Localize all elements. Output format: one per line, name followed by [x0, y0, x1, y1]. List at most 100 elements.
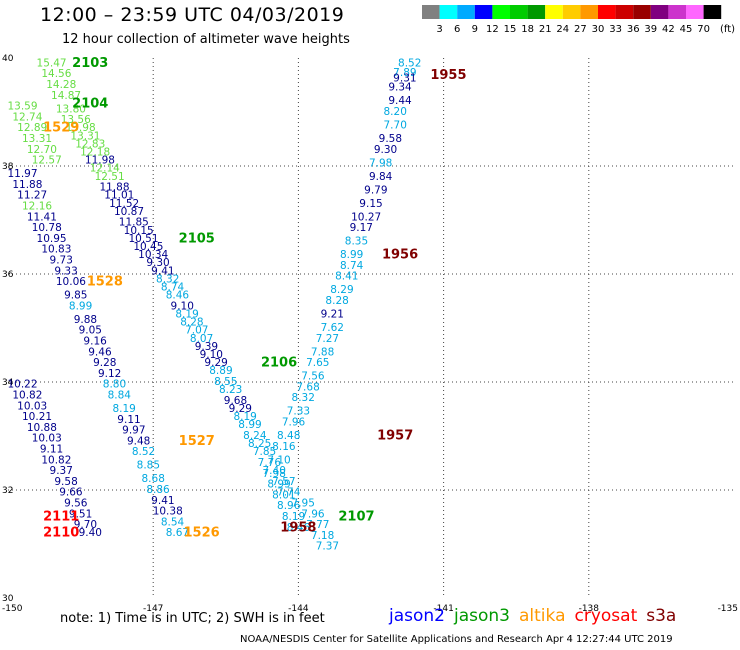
wave-height-label: 8.28	[180, 317, 203, 329]
wave-height-label: 9.66	[59, 487, 83, 499]
wave-height-label: 10.38	[153, 506, 183, 518]
wave-height-label: 10.15	[124, 225, 154, 237]
wave-height-label: 8.01	[272, 489, 295, 501]
x-tick-label: -141	[433, 604, 453, 614]
pass-time-label: 1957	[377, 429, 413, 444]
colorbar-label: 24	[556, 24, 569, 35]
wave-height-label: 9.56	[64, 498, 88, 510]
wave-height-label: 9.79	[364, 184, 387, 196]
colorbar-label: 12	[486, 24, 499, 35]
colorbar-swatch	[650, 5, 669, 19]
pass-time-label: 2107	[338, 510, 374, 525]
wave-height-label: 8.99	[340, 249, 363, 261]
wave-height-label: 9.40	[79, 527, 102, 539]
wave-height-label: 8.52	[132, 446, 155, 458]
wave-height-label: 14.28	[46, 79, 76, 91]
wave-height-label: 10.82	[12, 390, 42, 402]
wave-height-label: 8.32	[156, 273, 179, 285]
colorbar-swatch	[598, 5, 616, 19]
wave-height-label: 12.57	[32, 155, 62, 167]
colorbar-swatch	[474, 5, 493, 19]
wave-height-label: 9.16	[83, 336, 107, 348]
y-tick-label: 36	[2, 270, 14, 280]
wave-height-label: 7.68	[296, 381, 319, 393]
colorbar-swatch	[545, 5, 563, 19]
wave-height-label: 8.52	[398, 57, 421, 69]
colorbar-swatch	[703, 5, 722, 19]
wave-height-label: 14.87	[51, 90, 81, 102]
wave-height-label: 11.52	[109, 198, 139, 210]
pass-time-label: 2106	[261, 356, 297, 371]
credit-line: NOAA/NESDIS Center for Satellite Applica…	[240, 634, 673, 645]
wave-height-label: 9.37	[50, 465, 73, 477]
wave-height-label: 9.05	[79, 325, 102, 337]
x-tick-label: -144	[288, 604, 309, 614]
colorbar-swatch	[492, 5, 510, 19]
wave-height-label: 7.98	[263, 468, 286, 480]
pass-time-label: 1955	[430, 68, 466, 83]
pass-time-label: 1956	[382, 248, 418, 263]
pass-time-label: 2105	[179, 231, 215, 246]
wave-height-label: 8.07	[190, 333, 213, 345]
wave-height-label: 7.07	[185, 325, 208, 337]
wave-height-label: 8.85	[137, 460, 160, 472]
wave-height-label: 11.88	[12, 179, 42, 191]
wave-height-label: 12.83	[75, 138, 105, 150]
colorbar-swatch	[527, 5, 546, 19]
colorbar-swatch	[615, 5, 634, 19]
x-tick-label: -138	[579, 604, 600, 614]
wave-height-label: 9.21	[321, 309, 344, 321]
wave-height-label: 11.98	[85, 155, 115, 167]
colorbar-swatch	[686, 5, 704, 19]
pass-time-label: 2104	[72, 96, 108, 111]
pass-time-label: 1958	[280, 520, 316, 535]
wave-height-label: 7.77	[306, 519, 329, 531]
wave-height-label: 10.45	[133, 241, 163, 253]
x-tick-label: -147	[143, 604, 163, 614]
wave-height-label: 9.44	[388, 95, 412, 107]
wave-height-label: 7.27	[316, 333, 339, 345]
pass-time-label: 2111	[43, 510, 79, 525]
wave-height-label: 10.88	[27, 422, 57, 434]
wave-height-label: 9.10	[171, 300, 194, 312]
wave-height-label: 10.34	[138, 249, 168, 261]
wave-height-label: 7.70	[384, 120, 407, 132]
wave-height-label: 9.85	[64, 290, 87, 302]
wave-height-label: 12.70	[27, 144, 57, 156]
wave-height-label: 8.74	[340, 260, 364, 272]
wave-height-label: 7.88	[311, 346, 334, 358]
page-title: 12:00 – 23:59 UTC 04/03/2019	[40, 4, 345, 26]
wave-height-label: 10.03	[32, 433, 62, 445]
wave-height-label: 9.70	[74, 519, 97, 531]
wave-height-label: 8.46	[166, 290, 190, 302]
wave-height-label: 11.85	[119, 217, 149, 229]
colorbar-swatch	[510, 5, 528, 19]
colorbar-label: 27	[574, 24, 587, 35]
y-tick-label: 40	[2, 54, 14, 64]
wave-height-label: 8.35	[345, 236, 368, 248]
colorbar-label: 6	[454, 24, 460, 35]
wave-height-label: 8.19	[282, 511, 305, 523]
wave-height-label: 12.18	[80, 147, 110, 159]
wave-height-label: 11.88	[99, 182, 129, 194]
wave-height-label: 14.56	[41, 68, 71, 80]
wave-height-label: 7.65	[306, 357, 329, 369]
colorbar-label: 9	[472, 24, 478, 35]
wave-height-label: 8.99	[69, 300, 92, 312]
wave-height-label: 10.06	[56, 276, 86, 288]
wave-height-label: 9.41	[151, 495, 174, 507]
wave-height-label: 7.40	[263, 465, 286, 477]
wave-height-label: 11.01	[104, 190, 134, 202]
colorbar-swatch	[633, 5, 651, 19]
wave-height-label: 9.11	[40, 444, 63, 456]
wave-height-label: 9.17	[350, 222, 373, 234]
y-tick-label: 34	[2, 378, 14, 388]
wave-height-label: 9.51	[69, 508, 92, 520]
wave-height-label: 8.23	[219, 384, 242, 396]
colorbar-unit: (ft)	[720, 24, 735, 35]
wave-height-label: 13.59	[7, 101, 37, 113]
wave-height-label: 8.99	[267, 479, 290, 491]
wave-height-label: 8.46	[287, 522, 311, 534]
wave-height-label: 13.80	[56, 103, 86, 115]
legend-item-s3a: s3a	[646, 606, 677, 626]
